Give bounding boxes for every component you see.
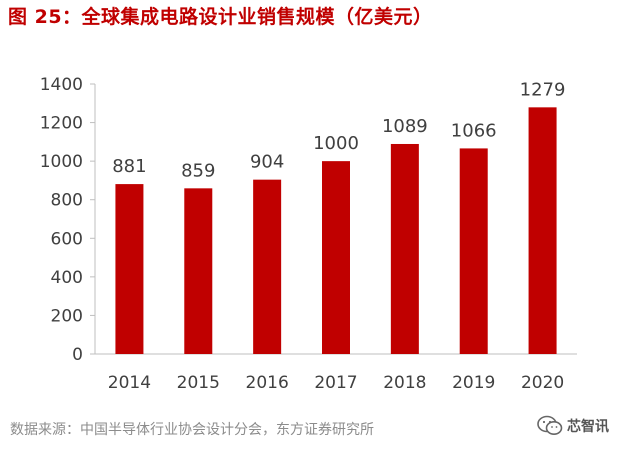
bar-2015 (184, 188, 213, 354)
watermark-text: 芯智讯 (567, 419, 609, 435)
data-label-2016: 904 (250, 152, 284, 173)
x-tick-label-2014: 2014 (108, 373, 151, 393)
x-tick-label-2016: 2016 (246, 373, 289, 393)
data-label-2018: 1089 (382, 116, 428, 137)
y-tick-label: 1000 (40, 152, 83, 172)
bar-2020 (528, 107, 557, 354)
data-label-2015: 859 (181, 160, 215, 181)
y-tick-label: 1400 (40, 75, 83, 95)
data-label-2014: 881 (112, 156, 146, 177)
y-tick-label: 0 (72, 345, 83, 365)
data-label-2020: 1279 (520, 79, 566, 100)
bar-2016 (253, 179, 282, 354)
x-tick-label-2020: 2020 (521, 373, 564, 393)
x-tick-label-2015: 2015 (177, 373, 220, 393)
watermark: 芯智讯 (537, 415, 609, 437)
bar-2018 (390, 143, 419, 354)
bar-2019 (459, 148, 488, 354)
bar-2017 (322, 161, 350, 354)
y-tick-label: 800 (51, 191, 83, 211)
y-tick-label: 1200 (40, 114, 83, 134)
figure-title: 图 25：全球集成电路设计业销售规模（亿美元） (8, 6, 433, 28)
x-tick-label-2018: 2018 (383, 373, 426, 393)
x-tick-label-2017: 2017 (314, 373, 357, 393)
bar-2014 (115, 184, 144, 354)
source-note: 数据来源：中国半导体行业协会设计分会，东方证券研究所 (10, 422, 374, 438)
data-label-2017: 1000 (313, 133, 359, 154)
y-tick-label: 600 (51, 229, 83, 249)
wechat-icon (537, 415, 563, 435)
x-tick-label-2019: 2019 (452, 373, 495, 393)
y-tick-label: 200 (51, 306, 83, 326)
data-label-2019: 1066 (451, 120, 497, 141)
y-tick-label: 400 (51, 268, 83, 288)
